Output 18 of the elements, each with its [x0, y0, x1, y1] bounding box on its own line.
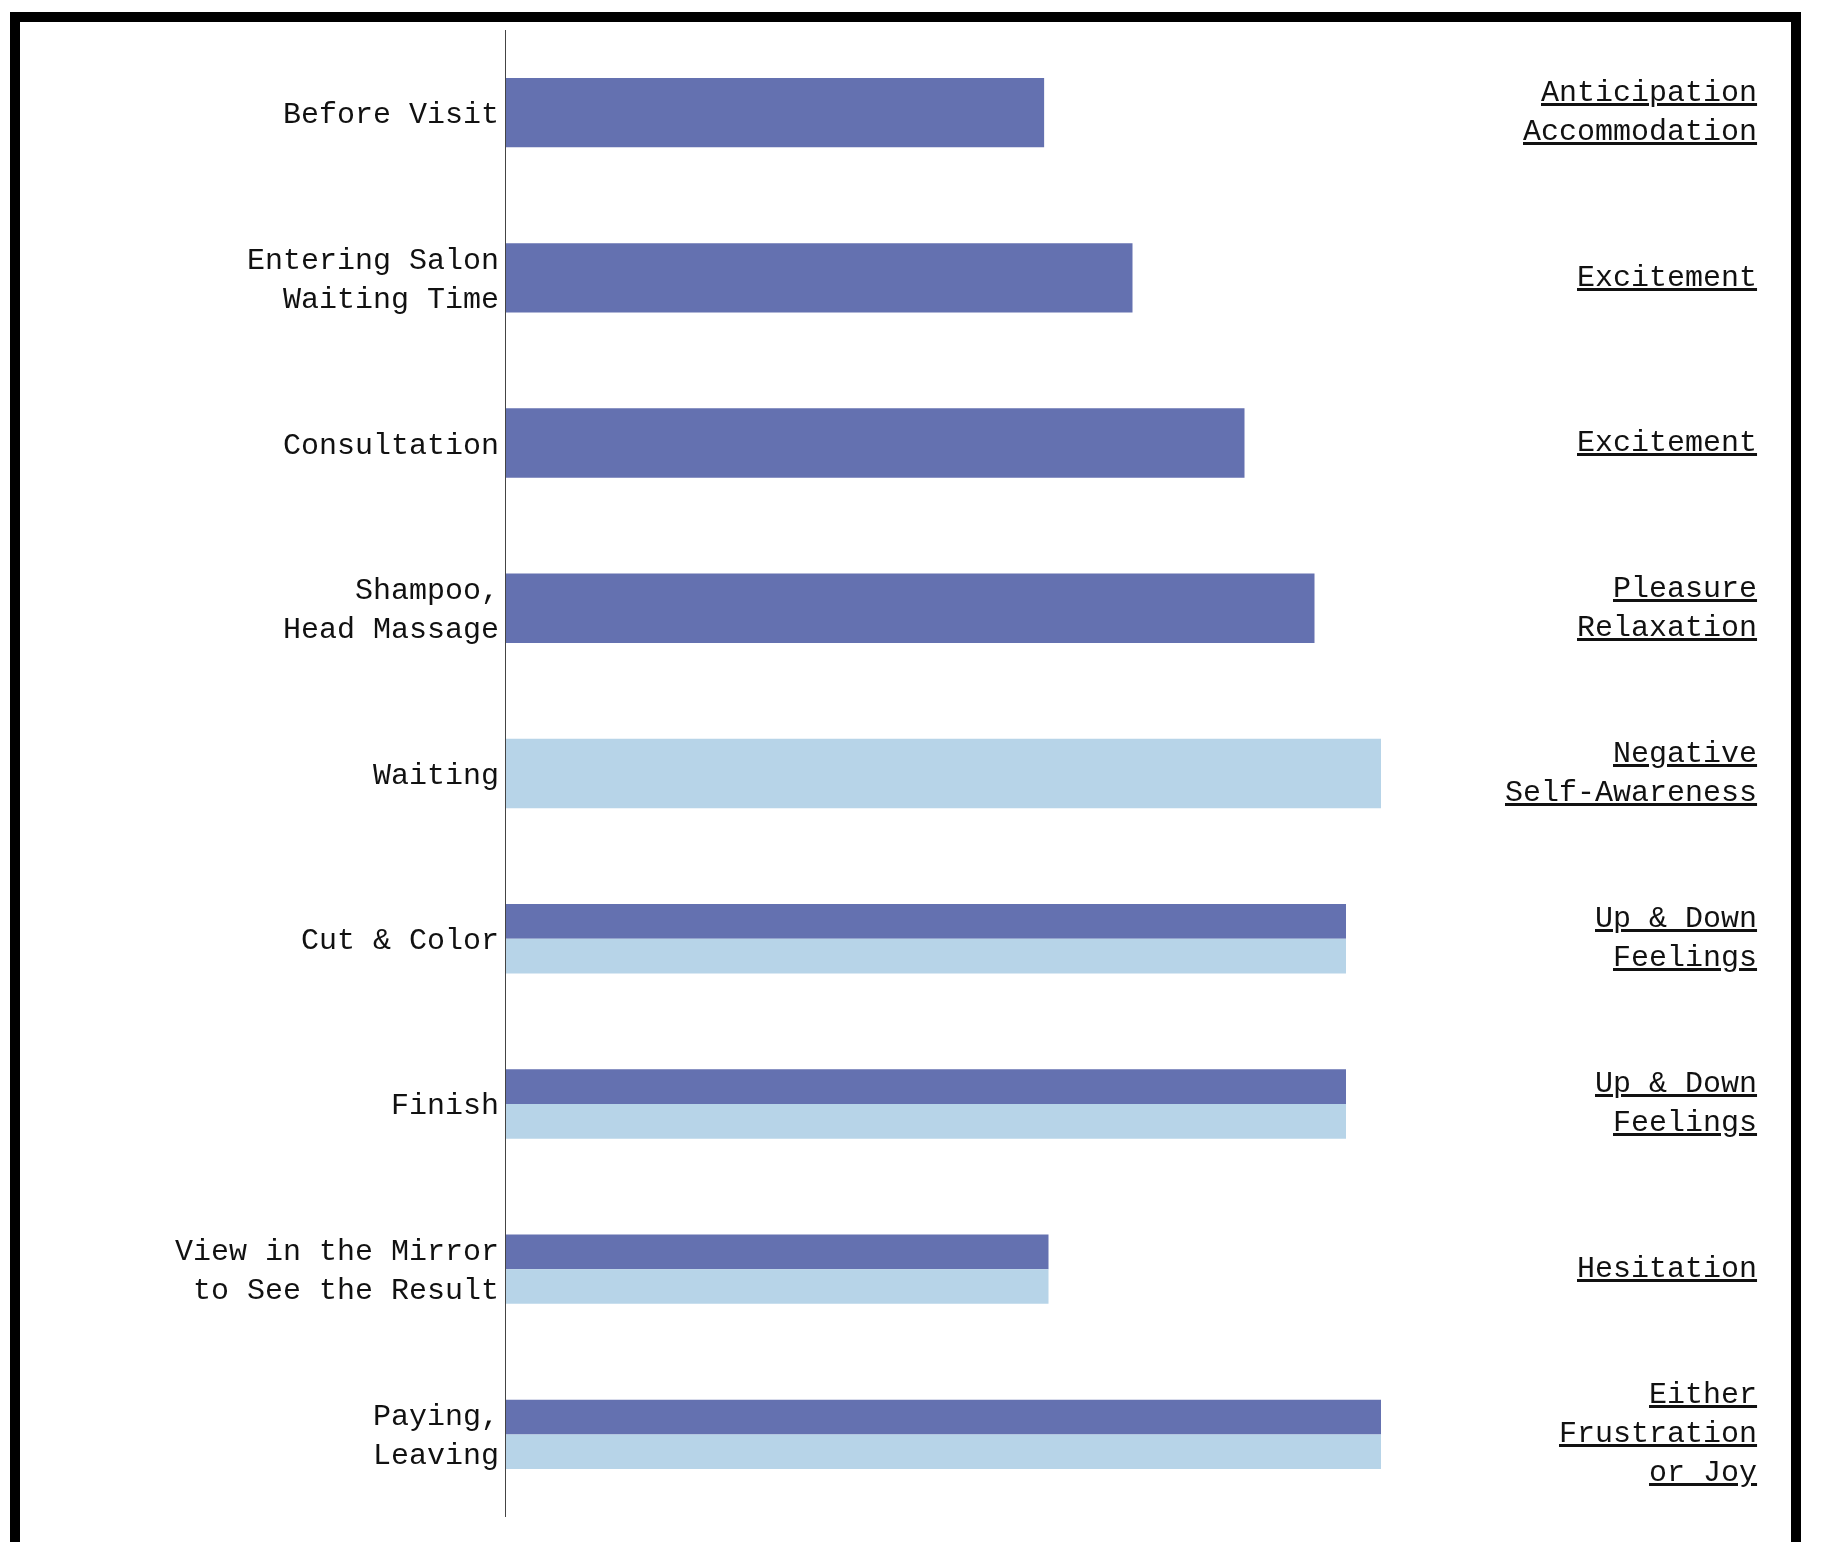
- y-tick-label: Shampoo, Head Massage: [282, 574, 499, 648]
- text: Up & Down Feelings: [1595, 902, 1758, 975]
- y-tick-label: Consultation: [282, 428, 499, 463]
- y-tick-label: Cut & Color: [300, 924, 499, 959]
- text: Up & Down Feelings: [1595, 1067, 1758, 1140]
- y-tick-label: View in the Mirror to See the Result: [174, 1235, 499, 1309]
- text: Either Frustration or Joy: [1559, 1378, 1758, 1490]
- y-tick-label: Waiting: [372, 759, 499, 793]
- y-tick-label: Entering Salon Waiting Time: [246, 243, 499, 317]
- y-tick-label: Finish: [390, 1089, 499, 1124]
- text: Excitement: [1577, 426, 1758, 460]
- text: Pleasure Relaxation: [1577, 572, 1758, 645]
- text: Excitement: [1577, 261, 1758, 295]
- y-tick-label: Paying, Leaving: [372, 1400, 499, 1474]
- text: Hesitation: [1577, 1252, 1758, 1286]
- text: Negative Self-Awareness: [1505, 737, 1758, 810]
- y-tick-label: Before Visit: [282, 98, 499, 133]
- text: Anticipation Accommodation: [1523, 76, 1758, 149]
